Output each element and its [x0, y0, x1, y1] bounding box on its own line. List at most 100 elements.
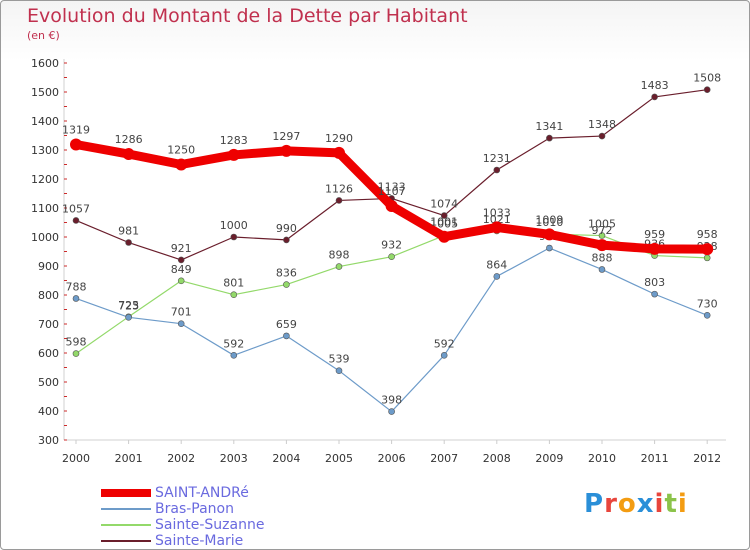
logo-letter: o	[617, 489, 637, 519]
logo-letter: x	[636, 489, 655, 519]
legend-label: Sainte-Marie	[155, 533, 244, 549]
x-tick-label: 2007	[430, 452, 458, 465]
data-point	[177, 320, 185, 328]
data-label: 1290	[325, 132, 353, 145]
data-point	[335, 197, 343, 204]
data-label: 1283	[220, 134, 248, 147]
data-point	[546, 244, 553, 252]
x-tick-label: 2009	[535, 452, 563, 465]
data-label: 730	[697, 297, 718, 310]
data-label: 801	[223, 277, 244, 290]
legend: SAINT-ANDRé Bras-Panon Sainte-Suzanne Sa…	[101, 485, 264, 549]
y-tick-label: 500	[38, 376, 59, 389]
data-label: 958	[697, 228, 718, 241]
y-tick-label: 700	[38, 318, 59, 331]
data-point	[490, 221, 503, 234]
y-tick-label: 1100	[31, 202, 59, 215]
data-point	[175, 158, 188, 171]
logo-letter: r	[604, 489, 618, 519]
logo-letter: i	[677, 489, 688, 519]
data-point	[230, 233, 238, 241]
x-tick-label: 2003	[220, 452, 248, 465]
data-label: 959	[644, 228, 665, 241]
legend-item-sainte-marie: Sainte-Marie	[101, 533, 264, 549]
data-point	[283, 236, 290, 244]
data-point	[703, 86, 711, 93]
data-label: 1126	[325, 182, 353, 195]
y-tick-label: 800	[38, 289, 59, 302]
legend-label: Sainte-Suzanne	[155, 517, 265, 533]
data-label: 1010	[535, 216, 563, 229]
data-label: 1297	[272, 130, 300, 143]
y-tick-label: 300	[38, 434, 59, 447]
data-point	[283, 332, 290, 340]
legend-swatch	[101, 508, 151, 510]
data-point	[701, 243, 714, 256]
data-point	[72, 295, 80, 302]
data-label: 1057	[62, 202, 90, 215]
legend-item-saint-andre: SAINT-ANDRé	[101, 485, 264, 501]
data-label: 921	[171, 242, 192, 255]
data-point	[493, 166, 501, 174]
data-point	[598, 232, 606, 239]
y-tick-label: 1000	[31, 231, 59, 244]
y-tick-label: 1500	[31, 86, 59, 99]
data-label: 1005	[430, 218, 458, 231]
y-tick-label: 1600	[31, 57, 59, 70]
chart-subtitle: (en €)	[27, 29, 60, 42]
y-tick-label: 600	[38, 347, 59, 360]
data-point	[493, 273, 501, 280]
data-point	[546, 134, 553, 142]
data-label: 972	[592, 224, 613, 237]
data-point	[177, 277, 185, 285]
data-point	[335, 263, 343, 270]
data-label: 1021	[483, 213, 511, 226]
data-point	[598, 266, 606, 273]
data-label: 898	[329, 249, 350, 262]
y-tick-label: 1300	[31, 144, 59, 157]
data-point	[703, 254, 711, 262]
x-tick-label: 2004	[272, 452, 300, 465]
y-tick-label: 400	[38, 405, 59, 418]
data-point	[230, 291, 238, 299]
data-label: 888	[592, 251, 613, 264]
x-tick-label: 2011	[641, 452, 669, 465]
data-point	[177, 256, 185, 264]
y-tick-label: 1400	[31, 115, 59, 128]
chart-title: Evolution du Montant de la Dette par Hab…	[27, 5, 468, 27]
data-label: 1005	[588, 218, 616, 231]
x-tick-label: 2010	[588, 452, 616, 465]
data-point	[703, 311, 711, 319]
data-label: 1341	[535, 120, 563, 133]
data-point	[651, 93, 658, 101]
data-point	[70, 138, 82, 151]
data-label: 1508	[693, 72, 721, 85]
proxiti-logo: Proxiti	[584, 489, 688, 519]
data-label: 598	[66, 336, 87, 349]
data-label: 1348	[588, 118, 616, 131]
data-point	[648, 242, 661, 255]
data-point	[596, 239, 608, 252]
data-point	[651, 290, 658, 298]
data-label: 1133	[378, 180, 406, 193]
data-point	[388, 253, 395, 261]
series-line	[75, 89, 708, 261]
legend-label: SAINT-ANDRé	[155, 485, 249, 501]
data-label: 1319	[62, 123, 90, 136]
logo-letter: i	[654, 489, 665, 519]
legend-swatch	[101, 524, 151, 526]
data-label: 990	[276, 222, 297, 235]
data-label: 788	[66, 280, 87, 293]
data-label: 1231	[483, 152, 511, 165]
data-label: 836	[276, 267, 297, 280]
x-tick-label: 2012	[693, 452, 721, 465]
x-tick-label: 2002	[167, 452, 195, 465]
data-label: 1033	[483, 206, 511, 219]
legend-label: Bras-Panon	[155, 501, 234, 517]
data-label: 864	[486, 258, 507, 271]
y-tick-label: 900	[38, 260, 59, 273]
data-label: 723	[118, 299, 139, 312]
data-label: 1074	[430, 198, 458, 211]
data-label: 398	[381, 394, 402, 407]
